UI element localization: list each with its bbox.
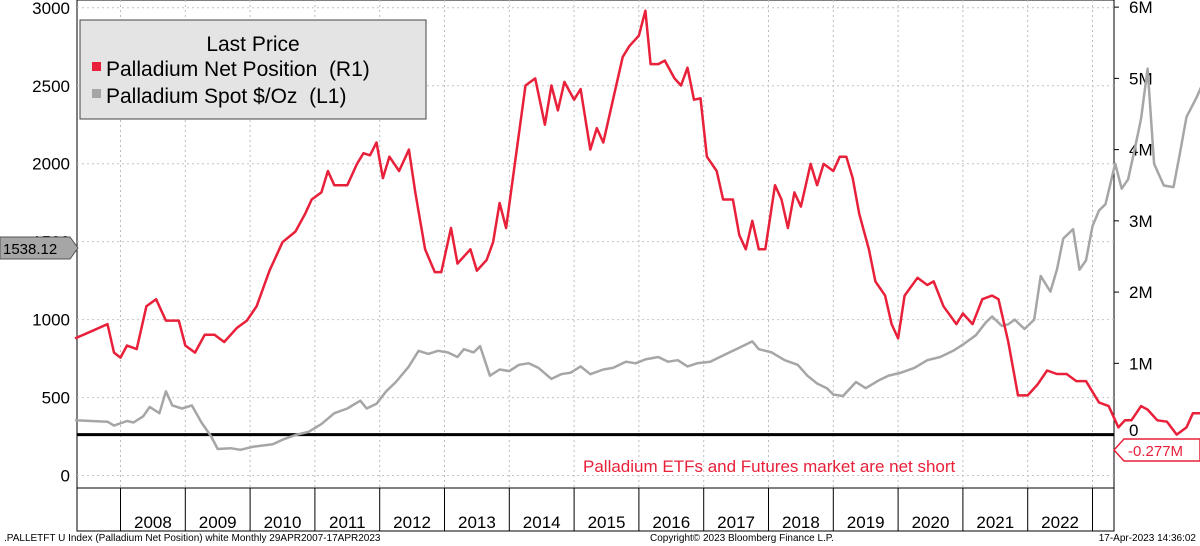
- left-tag-shape: [0, 236, 79, 260]
- right-last-value-tag: -0.277M: [1112, 438, 1200, 462]
- left-y-tick-label: 1000: [32, 311, 70, 330]
- right-y-tick-label: 2M: [1129, 283, 1153, 302]
- annotation-net-short: Palladium ETFs and Futures market are ne…: [583, 457, 956, 476]
- legend: Last Price Palladium Net Position (R1) P…: [79, 19, 427, 120]
- legend-label-net-position: Palladium Net Position (R1): [106, 58, 370, 81]
- legend-swatch-net-position: [92, 62, 101, 71]
- footer-index-info: .PALLETFT U Index (Palladium Net Positio…: [4, 533, 381, 544]
- x-axis-year-labels: 2008 2009 2010 2011 2012 2013 2014 2015 2016 2017…: [134, 513, 1079, 532]
- legend-title: Last Price: [206, 33, 299, 56]
- footer-copyright: Copyright© 2023 Bloomberg Finance L.P.: [650, 533, 834, 544]
- x-tick-label: 2021: [976, 513, 1014, 532]
- right-tag-value: -0.277M: [1128, 443, 1183, 460]
- left-last-value-tag: 1538.12: [0, 236, 79, 260]
- x-tick-label: 2014: [523, 513, 561, 532]
- x-tick-label: 2011: [329, 513, 366, 532]
- x-tick-label: 2012: [393, 513, 431, 532]
- left-y-tick-label: 500: [42, 389, 70, 408]
- x-tick-label: 2008: [134, 513, 172, 532]
- left-y-tick-label: 3000: [32, 0, 70, 18]
- legend-box: [79, 19, 427, 120]
- footer-timestamp: 17-Apr-2023 14:36:02: [1099, 533, 1197, 544]
- right-y-tick-label: 6M: [1129, 0, 1153, 17]
- right-tag-shape: [1112, 438, 1200, 462]
- x-tick-label: 2017: [717, 513, 755, 532]
- right-axis-zero-label: 0: [1129, 421, 1138, 440]
- right-y-tick-label: 1M: [1129, 354, 1153, 373]
- legend-label-spot: Palladium Spot $/Oz (L1): [106, 85, 346, 108]
- x-tick-label: 2020: [912, 513, 950, 532]
- x-tick-label: 2016: [652, 513, 690, 532]
- left-y-tick-label: 0: [61, 467, 70, 486]
- left-y-tick-label: 2000: [32, 155, 70, 174]
- left-y-tick-label: 2500: [32, 77, 70, 96]
- legend-swatch-spot: [92, 89, 101, 98]
- x-tick-label: 2013: [458, 513, 496, 532]
- x-tick-label: 2015: [588, 513, 626, 532]
- left-tag-value: 1538.12: [3, 241, 57, 258]
- series-line-palladium-spot: [75, 67, 1200, 452]
- x-tick-label: 2009: [199, 513, 237, 532]
- series-line-palladium-net-position: [74, 9, 1200, 436]
- x-tick-label: 2018: [782, 513, 820, 532]
- x-tick-label: 2022: [1041, 513, 1079, 532]
- x-tick-label: 2010: [264, 513, 302, 532]
- right-y-tick-label: 3M: [1129, 212, 1153, 231]
- x-tick-label: 2019: [847, 513, 885, 532]
